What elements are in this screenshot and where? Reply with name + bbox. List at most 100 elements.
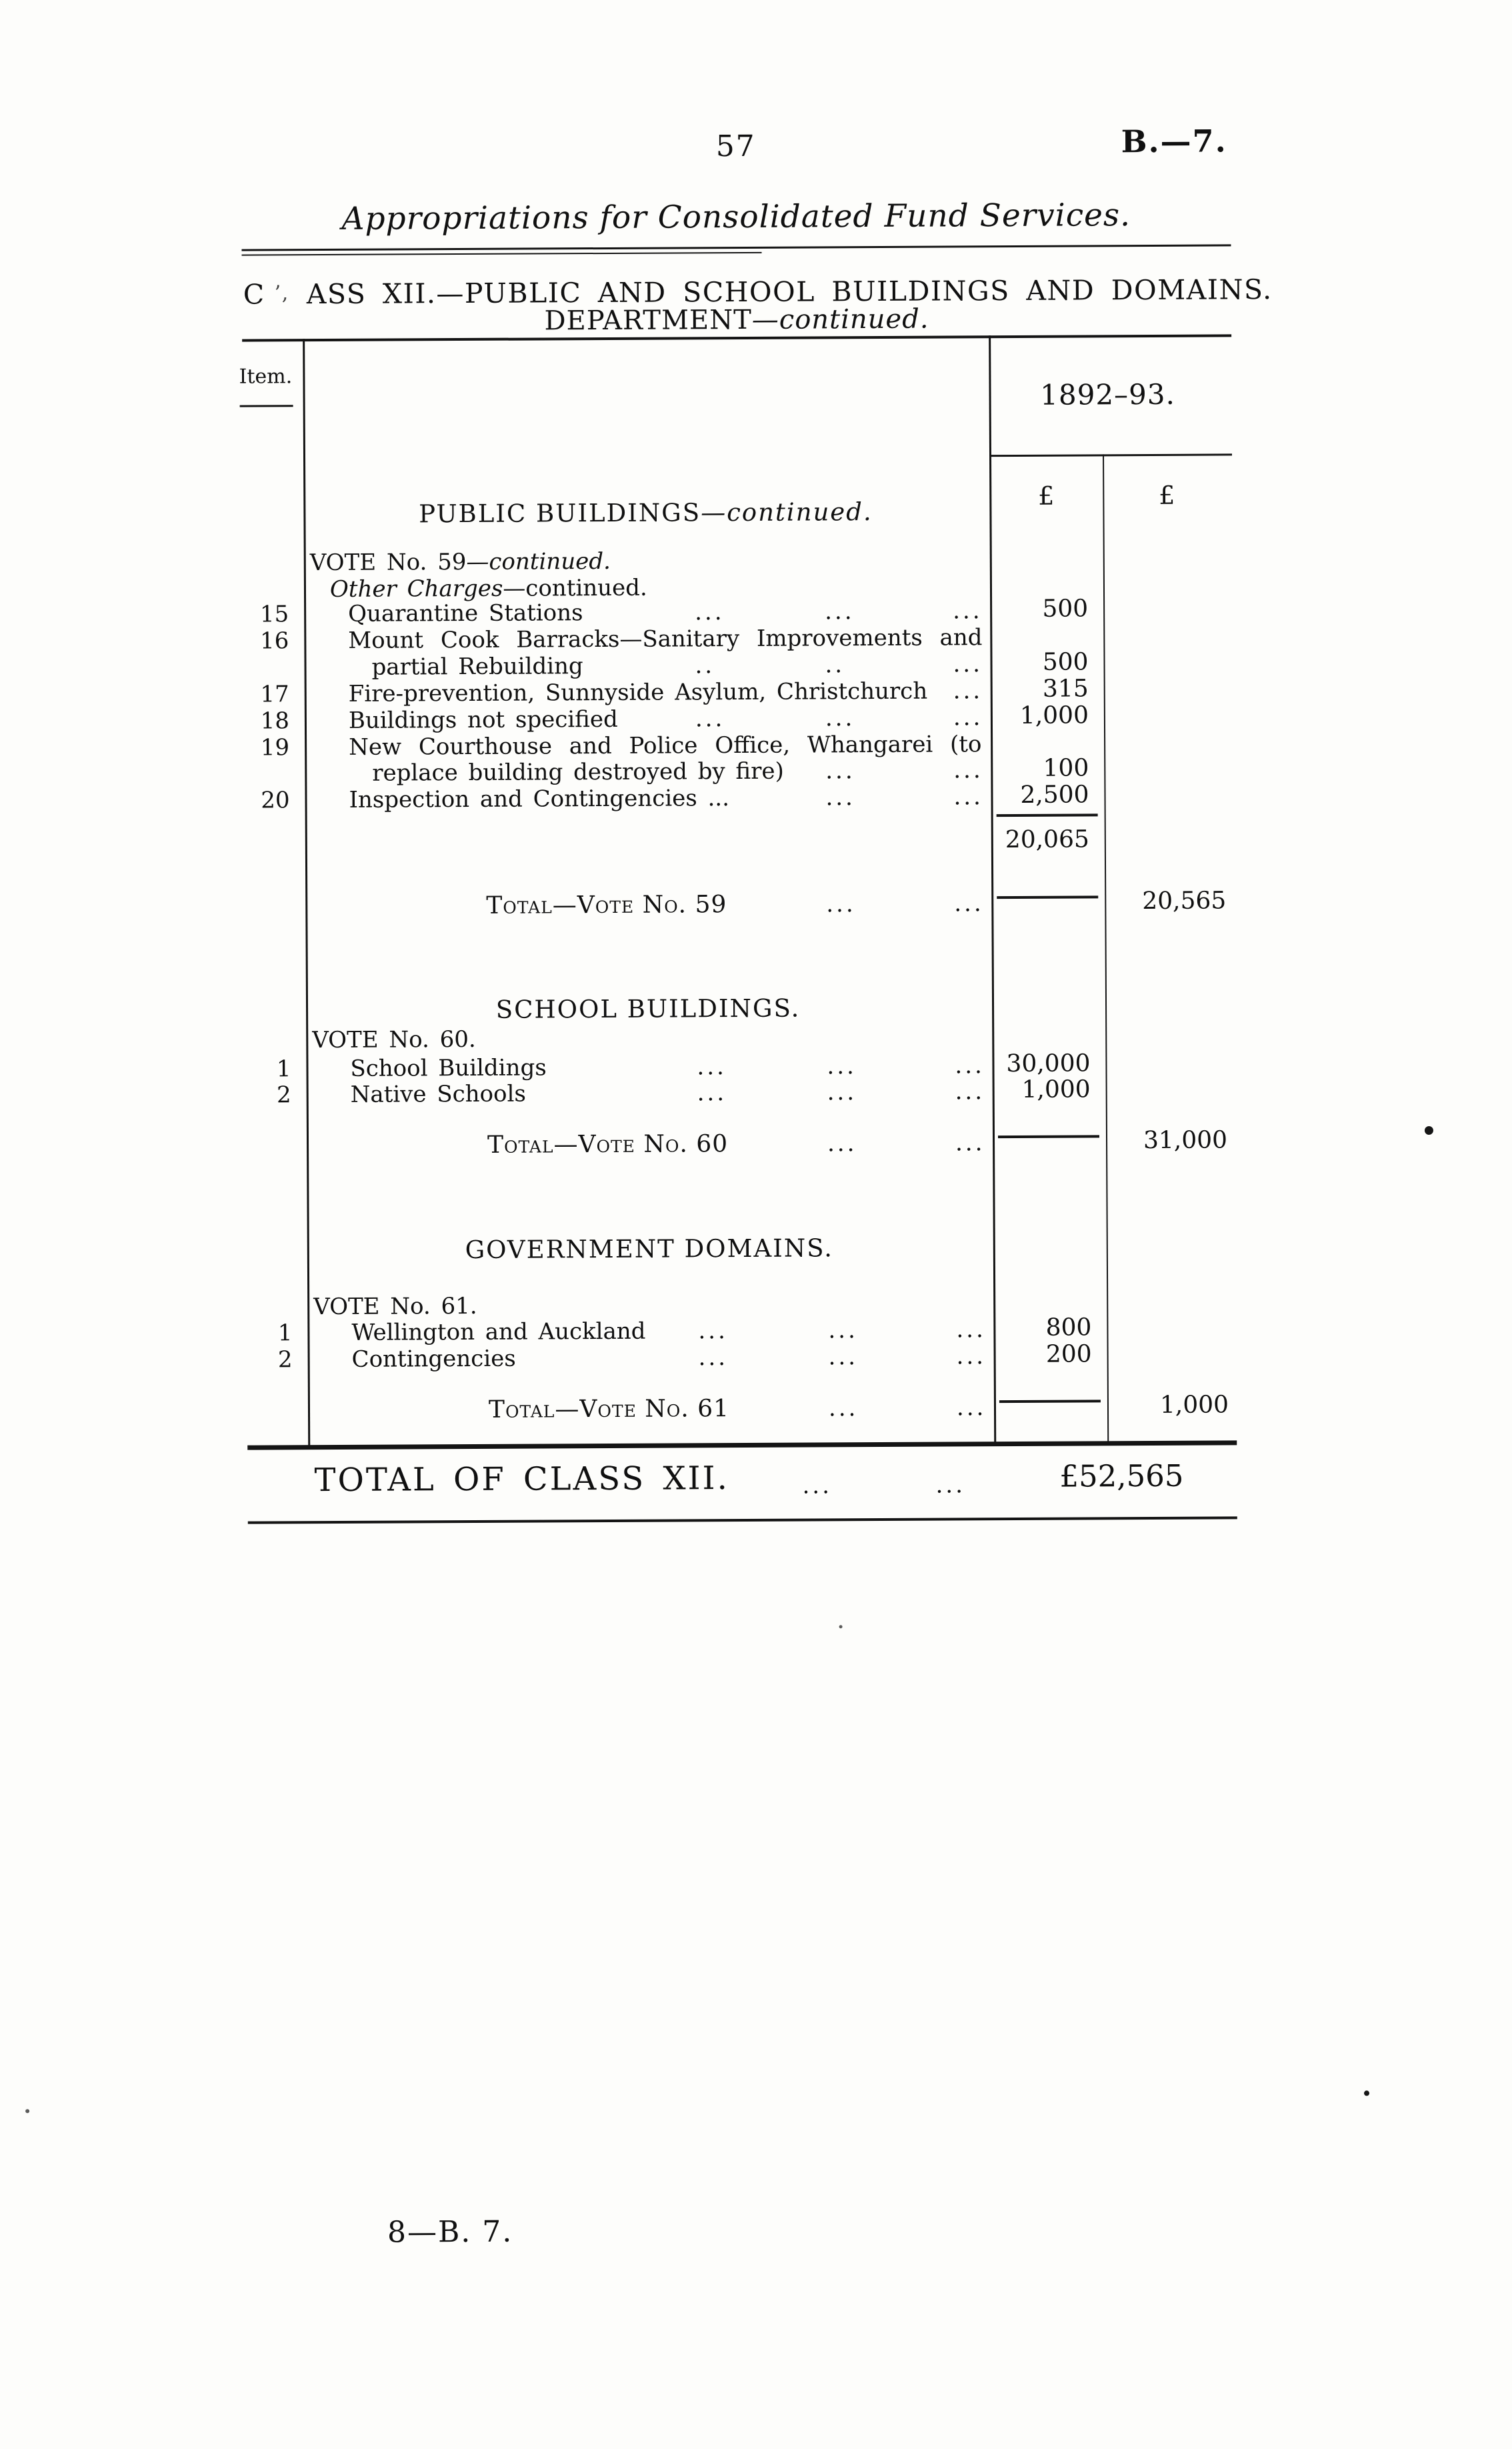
item-number: 17 <box>260 681 289 708</box>
page-number: 57 <box>715 129 756 164</box>
total-amount: 20,565 <box>1142 887 1227 915</box>
vote-heading: VOTE No. 60. <box>307 1021 1233 1054</box>
item-number: 2 <box>277 1346 293 1374</box>
section-heading-suffix: —continued. <box>701 497 873 527</box>
item-number: 1 <box>277 1320 293 1347</box>
total-amount: 31,000 <box>1143 1126 1228 1155</box>
item-amount: 100 <box>1043 754 1089 782</box>
item-number: 16 <box>259 627 289 655</box>
item-number: 1 <box>276 1055 291 1083</box>
item-amount: 2,500 <box>1020 781 1089 809</box>
item-description: Native Schools <box>350 1080 526 1108</box>
total-row-vote-61: Total—Vote No. 61 ... ... 1,000 <box>309 1391 1235 1425</box>
item-amount: 500 <box>1042 595 1089 623</box>
scan-speck <box>839 1625 843 1629</box>
leader-dots: .. <box>695 652 715 679</box>
subtotal-rule <box>996 813 1098 817</box>
subtotal-row: 20,065 <box>306 825 1233 859</box>
item-description: Quarantine Stations <box>348 599 583 627</box>
class-total-amount: £52,565 <box>1059 1458 1184 1494</box>
leader-dots: ... <box>828 1395 859 1422</box>
leader-dots: ... <box>828 1344 859 1371</box>
class-heading-line2-suffix: —continued. <box>751 303 929 335</box>
leader-dots: ... <box>695 599 725 626</box>
item-amount: 315 <box>1042 675 1089 703</box>
vote-label: VOTE No. 59 <box>309 548 467 577</box>
leader-dots: ... <box>827 1130 857 1157</box>
section-heading-text: PUBLIC BUILDINGS <box>419 498 701 529</box>
item-description: School Buildings <box>350 1054 547 1082</box>
leader-dots: ... <box>825 784 856 811</box>
item-header-underline <box>239 405 293 407</box>
leader-dots: ... <box>955 1129 985 1157</box>
table-row-item-2: 2 Contingencies ... ... ... 200 <box>278 1340 1235 1374</box>
item-description: Buildings not specified <box>348 705 618 734</box>
total-row-vote-60: Total—Vote No. 60 ... ... 31,000 <box>307 1126 1234 1160</box>
class-heading-line2: DEPARTMENT—continued. <box>243 302 1230 337</box>
table-bottom-rule <box>247 1440 1237 1450</box>
leader-dots: ... <box>828 1317 858 1344</box>
item-number: 2 <box>276 1081 291 1109</box>
page-bottom-rule <box>247 1516 1237 1524</box>
damaged-letter-mark: ’, <box>274 281 289 305</box>
item-description: Inspection and Contingencies ... <box>349 785 730 813</box>
item-description-cont: partial Rebuilding <box>371 653 583 681</box>
section-heading-text: SCHOOL BUILDINGS. <box>495 993 801 1024</box>
leader-dots: ... <box>825 598 855 625</box>
leader-dots: .. <box>825 651 845 679</box>
leader-dots: ... <box>935 1472 966 1499</box>
item-description-cont: replace building destroyed by fire) <box>372 757 784 787</box>
item-amount: 800 <box>1045 1314 1092 1342</box>
total-label: Total—Vote No. 61 <box>488 1395 730 1424</box>
scan-speck <box>1424 1125 1433 1135</box>
scan-speck <box>1364 2090 1370 2096</box>
printer-signature: 8—B. 7. <box>387 2214 513 2250</box>
item-amount: 1,000 <box>1021 1075 1091 1103</box>
table-row-item-20: 20 Inspection and Contingencies ... ... … <box>261 781 1232 814</box>
class-heading-prefix: C <box>243 278 265 311</box>
item-description: Mount Cook Barracks—Sanitary Improvement… <box>348 624 983 654</box>
leader-dots: ... <box>827 1053 857 1080</box>
item-number: 18 <box>260 707 290 735</box>
total-label: Total—Vote No. 59 <box>486 891 727 919</box>
vote-label: VOTE No. 60. <box>312 1025 476 1054</box>
leader-dots: ... <box>956 1394 987 1422</box>
item-description: Wellington and Auckland <box>351 1318 646 1346</box>
leader-dots: ... <box>697 1053 727 1081</box>
item-description: Contingencies <box>351 1345 516 1373</box>
item-amount: 1,000 <box>1019 701 1089 729</box>
total-row-vote-59: Total—Vote No. 59 ... ... 20,565 <box>306 887 1233 921</box>
header-rule <box>241 244 1231 251</box>
vote-suffix: —continued. <box>466 547 611 575</box>
document-reference: B.—7. <box>1121 123 1227 160</box>
leader-dots: ... <box>954 890 984 917</box>
subtotal-amount: 20,065 <box>1005 825 1089 854</box>
leader-dots: ... <box>827 1079 857 1106</box>
item-number: 20 <box>261 787 290 814</box>
section-heading: SCHOOL BUILDINGS. <box>307 992 1233 1025</box>
running-title: Appropriations for Consolidated Fund Ser… <box>341 197 1131 237</box>
item-amount: 200 <box>1045 1340 1092 1368</box>
item-number: 15 <box>259 601 289 628</box>
subheading-suffix: —continued. <box>503 574 647 602</box>
section-heading-text: GOVERNMENT DOMAINS. <box>465 1234 834 1265</box>
year-header: 1892–93. <box>1040 377 1176 411</box>
total-label: Total—Vote No. 60 <box>487 1130 729 1159</box>
class-heading-line2-main: DEPARTMENT <box>544 304 752 337</box>
section-heading: GOVERNMENT DOMAINS. <box>308 1232 1235 1265</box>
subheading-label: Other Charges <box>329 575 503 603</box>
leader-dots: ... <box>698 1344 729 1372</box>
leader-dots: ... <box>695 705 725 733</box>
item-amount: 500 <box>1042 648 1089 676</box>
year-header-underline <box>991 453 1233 457</box>
vote-label: VOTE No. 61. <box>313 1292 477 1321</box>
total-amount: 1,000 <box>1159 1391 1229 1419</box>
class-total-row: TOTAL OF CLASS XII. ... ... £52,565 <box>309 1458 1235 1506</box>
leader-dots: ... <box>802 1472 833 1500</box>
section-heading: PUBLIC BUILDINGS—continued. <box>304 496 1231 529</box>
leader-dots: ... <box>826 891 856 918</box>
leader-dots: ... <box>825 705 855 732</box>
leader-dots: ... <box>697 1079 727 1107</box>
